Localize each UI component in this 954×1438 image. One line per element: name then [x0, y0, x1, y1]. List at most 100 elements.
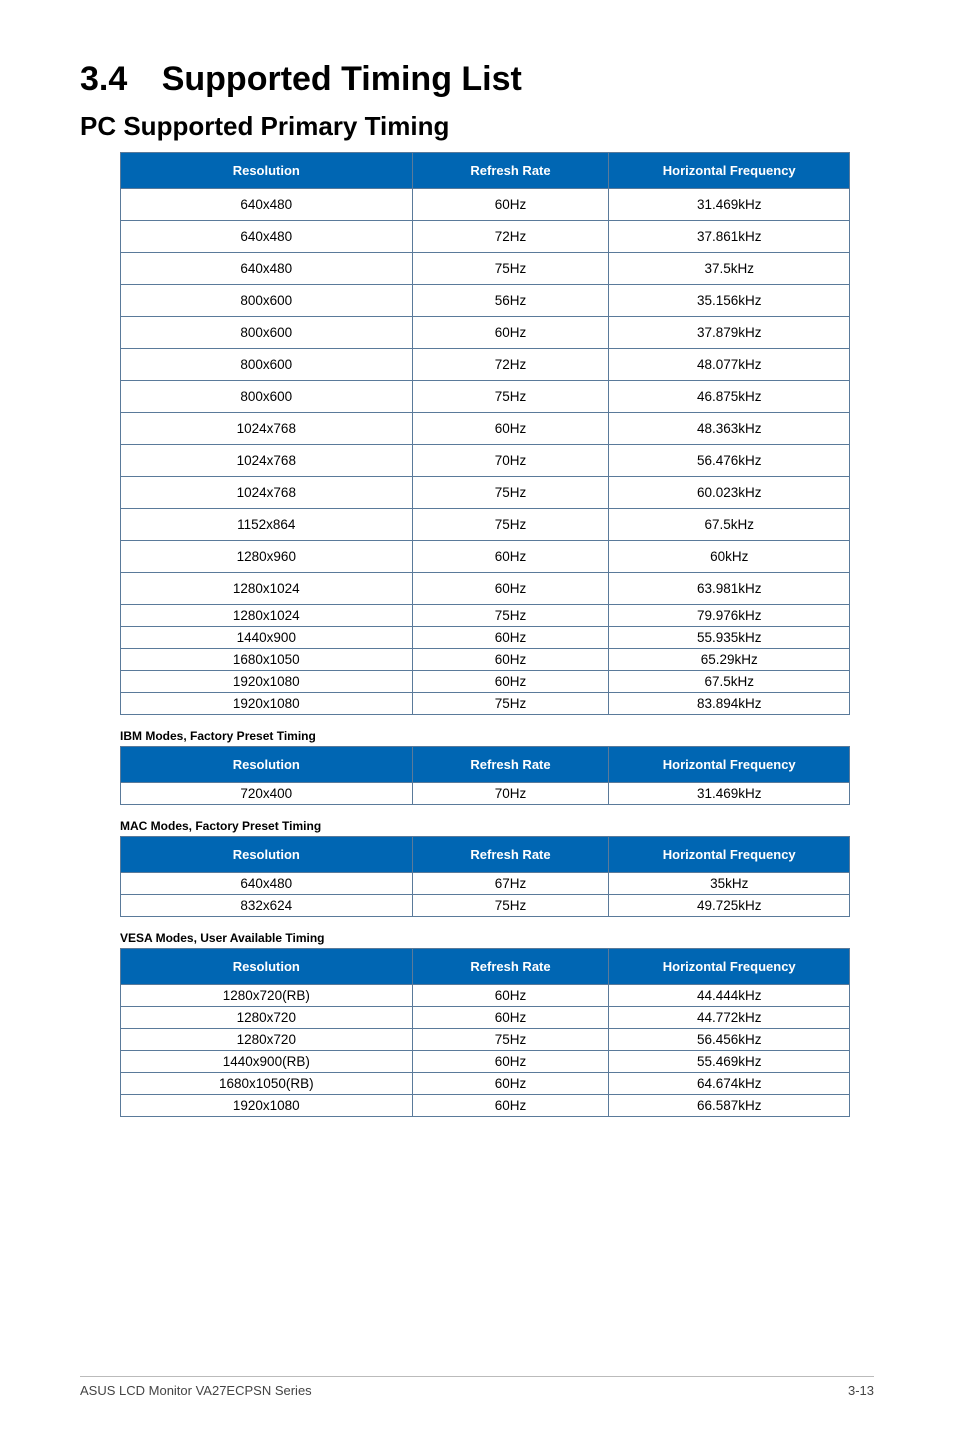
table-cell: 1280x720: [121, 1007, 413, 1029]
table-cell: 75Hz: [412, 509, 609, 541]
table-row: 640x48067Hz35kHz: [121, 873, 850, 895]
table-row: 640x48075Hz37.5kHz: [121, 253, 850, 285]
table-cell: 800x600: [121, 285, 413, 317]
table-cell: 640x480: [121, 221, 413, 253]
col-header-resolution: Resolution: [121, 949, 413, 985]
table-row: 1680x105060Hz65.29kHz: [121, 649, 850, 671]
table-cell: 1680x1050: [121, 649, 413, 671]
col-header-refresh: Refresh Rate: [412, 747, 609, 783]
table-row: 832x62475Hz49.725kHz: [121, 895, 850, 917]
table-cell: 800x600: [121, 381, 413, 413]
table-row: 720x40070Hz31.469kHz: [121, 783, 850, 805]
table-cell: 64.674kHz: [609, 1073, 850, 1095]
table-row: 1440x90060Hz55.935kHz: [121, 627, 850, 649]
table-row: 800x60060Hz37.879kHz: [121, 317, 850, 349]
table-cell: 44.444kHz: [609, 985, 850, 1007]
sub-title: PC Supported Primary Timing: [80, 111, 874, 142]
table-cell: 46.875kHz: [609, 381, 850, 413]
col-header-hfreq: Horizontal Frequency: [609, 837, 850, 873]
table-cell: 35.156kHz: [609, 285, 850, 317]
table-cell: 60.023kHz: [609, 477, 850, 509]
table-row: 1280x720(RB)60Hz44.444kHz: [121, 985, 850, 1007]
table-row: 800x60075Hz46.875kHz: [121, 381, 850, 413]
table-cell: 35kHz: [609, 873, 850, 895]
table-cell: 60Hz: [412, 189, 609, 221]
table-cell: 800x600: [121, 349, 413, 381]
table-cell: 60Hz: [412, 413, 609, 445]
table-cell: 1024x768: [121, 477, 413, 509]
table-cell: 44.772kHz: [609, 1007, 850, 1029]
table-row: 1280x72060Hz44.772kHz: [121, 1007, 850, 1029]
table-cell: 70Hz: [412, 783, 609, 805]
table-cell: 75Hz: [412, 381, 609, 413]
table-cell: 1440x900: [121, 627, 413, 649]
table-cell: 60kHz: [609, 541, 850, 573]
footer-right: 3-13: [848, 1383, 874, 1398]
table-cell: 1920x1080: [121, 671, 413, 693]
table-cell: 1280x1024: [121, 605, 413, 627]
col-header-refresh: Refresh Rate: [412, 153, 609, 189]
table-row: 800x60056Hz35.156kHz: [121, 285, 850, 317]
col-header-hfreq: Horizontal Frequency: [609, 747, 850, 783]
table-cell: 1280x1024: [121, 573, 413, 605]
table-cell: 800x600: [121, 317, 413, 349]
table-cell: 60Hz: [412, 541, 609, 573]
table-cell: 67Hz: [412, 873, 609, 895]
vesa-timing-table: Resolution Refresh Rate Horizontal Frequ…: [120, 948, 850, 1117]
ibm-timing-table: Resolution Refresh Rate Horizontal Frequ…: [120, 746, 850, 805]
table-cell: 1024x768: [121, 445, 413, 477]
table-cell: 60Hz: [412, 1095, 609, 1117]
table-row: 1152x86475Hz67.5kHz: [121, 509, 850, 541]
table-row: 800x60072Hz48.077kHz: [121, 349, 850, 381]
col-header-resolution: Resolution: [121, 747, 413, 783]
table-row: 1024x76860Hz48.363kHz: [121, 413, 850, 445]
table-cell: 60Hz: [412, 317, 609, 349]
table-cell: 48.077kHz: [609, 349, 850, 381]
mac-caption: MAC Modes, Factory Preset Timing: [120, 819, 874, 833]
table-cell: 1680x1050(RB): [121, 1073, 413, 1095]
table-cell: 72Hz: [412, 221, 609, 253]
footer-left: ASUS LCD Monitor VA27ECPSN Series: [80, 1383, 312, 1398]
mac-timing-table: Resolution Refresh Rate Horizontal Frequ…: [120, 836, 850, 917]
table-row: 640x48060Hz31.469kHz: [121, 189, 850, 221]
table-row: 1280x72075Hz56.456kHz: [121, 1029, 850, 1051]
table-row: 1024x76870Hz56.476kHz: [121, 445, 850, 477]
primary-timing-table: Resolution Refresh Rate Horizontal Frequ…: [120, 152, 850, 715]
table-row: 1680x1050(RB)60Hz64.674kHz: [121, 1073, 850, 1095]
table-cell: 60Hz: [412, 1007, 609, 1029]
table-cell: 31.469kHz: [609, 783, 850, 805]
table-cell: 48.363kHz: [609, 413, 850, 445]
table-cell: 63.981kHz: [609, 573, 850, 605]
table-row: 1024x76875Hz60.023kHz: [121, 477, 850, 509]
table-cell: 832x624: [121, 895, 413, 917]
table-row: 1440x900(RB)60Hz55.469kHz: [121, 1051, 850, 1073]
table-cell: 60Hz: [412, 1051, 609, 1073]
table-row: 1280x102460Hz63.981kHz: [121, 573, 850, 605]
table-cell: 60Hz: [412, 627, 609, 649]
col-header-resolution: Resolution: [121, 837, 413, 873]
section-number: 3.4: [80, 60, 127, 99]
table-cell: 1440x900(RB): [121, 1051, 413, 1073]
table-cell: 66.587kHz: [609, 1095, 850, 1117]
table-cell: 640x480: [121, 873, 413, 895]
table-cell: 75Hz: [412, 693, 609, 715]
table-cell: 640x480: [121, 253, 413, 285]
table-cell: 1024x768: [121, 413, 413, 445]
table-row: 1920x108060Hz67.5kHz: [121, 671, 850, 693]
table-cell: 49.725kHz: [609, 895, 850, 917]
table-cell: 75Hz: [412, 895, 609, 917]
table-cell: 55.469kHz: [609, 1051, 850, 1073]
col-header-resolution: Resolution: [121, 153, 413, 189]
table-row: 1920x108075Hz83.894kHz: [121, 693, 850, 715]
col-header-refresh: Refresh Rate: [412, 949, 609, 985]
table-cell: 67.5kHz: [609, 671, 850, 693]
table-cell: 1152x864: [121, 509, 413, 541]
col-header-hfreq: Horizontal Frequency: [609, 153, 850, 189]
table-cell: 79.976kHz: [609, 605, 850, 627]
table-cell: 56.476kHz: [609, 445, 850, 477]
table-cell: 1280x720: [121, 1029, 413, 1051]
table-row: 1280x96060Hz60kHz: [121, 541, 850, 573]
ibm-caption: IBM Modes, Factory Preset Timing: [120, 729, 874, 743]
table-cell: 37.879kHz: [609, 317, 850, 349]
table-cell: 37.5kHz: [609, 253, 850, 285]
